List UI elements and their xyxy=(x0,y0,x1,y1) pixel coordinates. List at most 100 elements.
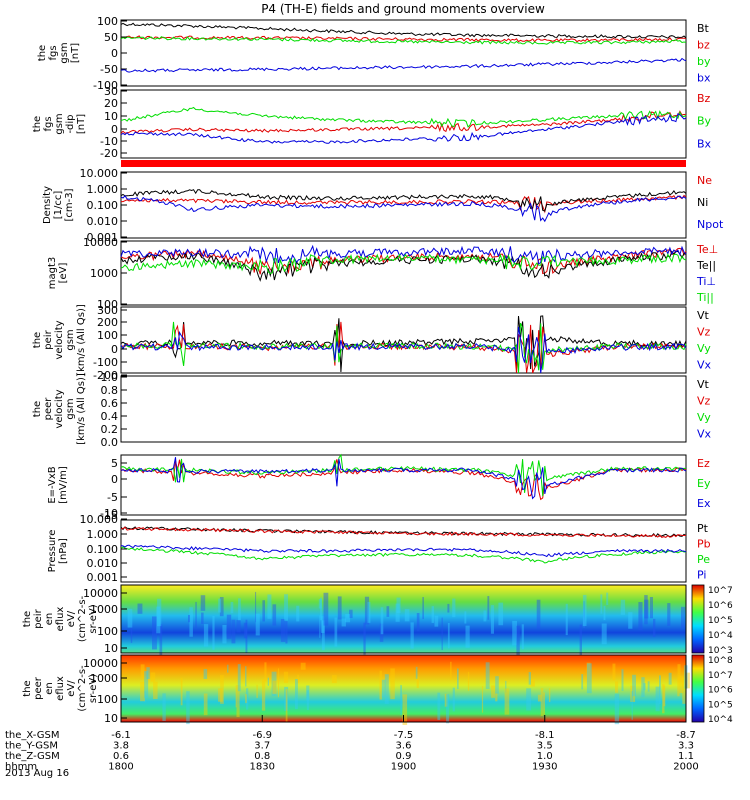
ytick-label: 10.000 xyxy=(80,167,119,180)
spectrogram-texture xyxy=(395,603,400,622)
spectrogram-texture xyxy=(219,597,224,617)
spectrogram-texture xyxy=(162,693,166,722)
spectrogram-texture xyxy=(537,694,542,702)
ylabel-line: [nT] xyxy=(76,114,87,134)
ytick-label: 100 xyxy=(97,693,118,706)
ytick-label: 0.0 xyxy=(101,436,119,449)
spectrogram-texture xyxy=(186,691,190,725)
legend-Ez: Ez xyxy=(697,457,710,470)
spectrogram-texture xyxy=(685,672,690,689)
spectrogram-texture xyxy=(452,598,456,618)
ytick-label: -10 xyxy=(100,135,118,148)
spectrogram-texture xyxy=(150,672,156,682)
series-line-Ti⊥ xyxy=(120,244,687,265)
ylabel-line: the xyxy=(22,611,33,627)
spectrogram-texture xyxy=(140,664,145,679)
legend-Bt: Bt xyxy=(697,22,710,35)
ytick-label: -5 xyxy=(107,491,118,504)
ytick-label: 0 xyxy=(111,47,118,60)
spectrogram-texture xyxy=(526,688,532,711)
ylabel-line: magt3 xyxy=(47,257,58,290)
spectrogram-texture xyxy=(579,624,582,658)
spectrogram-texture xyxy=(540,688,544,716)
legend-By: By xyxy=(697,115,712,128)
ylabel-line: sr-eV) xyxy=(88,674,99,703)
spectrogram-texture xyxy=(245,619,248,653)
spectrogram-texture xyxy=(614,693,620,725)
date-label: 2013 Aug 16 xyxy=(5,768,69,779)
ytick-label: 1.000 xyxy=(87,183,119,196)
colorbar-bar xyxy=(691,584,705,654)
spectrogram-texture xyxy=(300,662,306,670)
spectrogram-texture xyxy=(218,688,223,702)
spectrogram-texture xyxy=(264,662,267,682)
series-line-By xyxy=(120,106,687,128)
spectrogram-texture xyxy=(278,668,279,698)
ylabel-line: en xyxy=(44,613,55,626)
xaxis-row-label: hhmm xyxy=(5,762,37,773)
xaxis-row-value: 3.7 xyxy=(254,741,270,752)
spectrogram-texture xyxy=(386,606,390,617)
spectrogram-texture xyxy=(144,671,149,699)
spectrogram-texture xyxy=(615,681,619,693)
spectrogram-texture xyxy=(203,669,208,680)
series-line-Ne xyxy=(121,194,687,214)
spectrogram-texture xyxy=(668,672,672,685)
spectrogram-texture xyxy=(583,601,585,629)
xaxis-row-value: 1.1 xyxy=(678,751,694,762)
spectrogram-texture xyxy=(285,621,288,644)
ytick-label: 30 xyxy=(104,85,118,98)
ylabel-line: velocity xyxy=(54,320,65,359)
spectrogram-texture xyxy=(536,599,541,629)
ytick-label: 0.001 xyxy=(87,231,119,244)
ylabel-line: [mV/m] xyxy=(58,466,69,504)
spectrogram-texture xyxy=(677,664,681,681)
legend-Vy: Vy xyxy=(697,411,711,424)
legend-Te⊥: Te⊥ xyxy=(696,243,718,256)
spectrogram-texture xyxy=(267,594,272,619)
xaxis-row-value: 1900 xyxy=(391,762,416,773)
ylabel-line: (cm^2-s- xyxy=(77,595,88,642)
spectrogram-texture xyxy=(245,666,247,687)
spectrogram-texture xyxy=(272,680,277,694)
spectrogram-texture xyxy=(381,679,386,698)
series-line-Npot xyxy=(120,194,687,223)
spectrogram-texture xyxy=(620,599,626,615)
series-line-Ni xyxy=(120,189,687,212)
spectrogram-texture xyxy=(530,679,535,687)
xaxis-row-label: the_Z-GSM xyxy=(5,751,60,762)
spectrogram-texture xyxy=(334,617,338,647)
ylabel-line: [km/s (All Qs)] xyxy=(76,304,87,376)
panel-frame xyxy=(120,375,687,443)
red-band xyxy=(121,160,686,167)
spectrogram-texture xyxy=(201,612,204,624)
ylabel-line: gsm xyxy=(54,113,65,134)
spectrogram-texture xyxy=(631,691,633,720)
series-line-Pi xyxy=(120,544,687,558)
legend-Ti⊥: Ti⊥ xyxy=(696,275,716,288)
spectrogram-texture xyxy=(297,674,299,683)
spectrogram-texture xyxy=(349,609,353,619)
spectrogram-texture xyxy=(180,677,183,706)
spectrogram-texture xyxy=(416,676,419,688)
spectrogram-texture xyxy=(446,694,450,724)
xaxis-row-value: 3.8 xyxy=(113,741,129,752)
ytick-label: -200 xyxy=(93,369,118,382)
legend-Bx: Bx xyxy=(697,137,712,150)
colorbar-label: 10^4 xyxy=(708,631,733,641)
series-line-Ey xyxy=(120,453,686,497)
ylabel-line: E=-VxB xyxy=(47,466,58,503)
ytick-label: 0.001 xyxy=(87,571,119,584)
ylabel-line: eflux xyxy=(55,607,66,632)
spectrogram-texture xyxy=(457,668,459,690)
xaxis-row-value: -6.1 xyxy=(111,730,131,741)
xaxis-row-value: 0.9 xyxy=(396,751,412,762)
ylabel-line: (cm^2-s- xyxy=(77,665,88,712)
series-line-by xyxy=(120,36,687,45)
spectrogram-texture xyxy=(237,664,241,692)
legend-Ti||: Ti|| xyxy=(696,291,714,304)
spectrogram-texture xyxy=(318,598,322,609)
spectrogram-texture xyxy=(483,610,487,622)
colorbar-label: 10^5 xyxy=(708,616,733,626)
